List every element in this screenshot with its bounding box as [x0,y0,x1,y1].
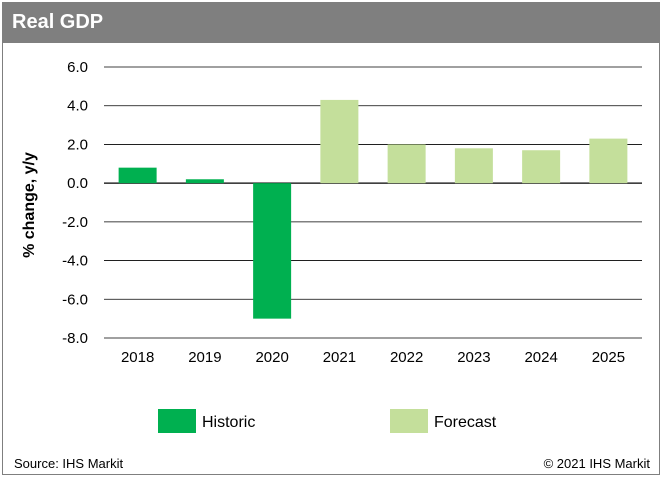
x-tick-label: 2023 [457,349,490,366]
x-tick-label: 2021 [323,349,356,366]
y-tick-label: -8.0 [62,330,88,347]
chart-title: Real GDP [12,11,104,33]
chart-frame [2,2,660,475]
y-axis-label: % change, y/y [21,152,38,258]
legend-swatch-forecast [390,409,428,433]
legend-swatch-historic [158,409,196,433]
y-tick-label: 0.0 [67,175,88,192]
legend-label-historic: Historic [202,414,255,431]
bar-2024 [522,150,561,184]
x-tick-label: 2020 [255,349,288,366]
y-tick-label: 2.0 [67,136,88,153]
y-tick-label: -2.0 [62,214,88,231]
y-tick-label: -6.0 [62,291,88,308]
y-tick-label: 4.0 [67,98,88,115]
bar-2025 [589,138,628,184]
y-tick-label: -4.0 [62,253,88,270]
y-tick-label: 6.0 [67,59,88,76]
x-tick-label: 2018 [121,349,154,366]
bar-2019 [185,179,224,184]
x-tick-label: 2022 [390,349,423,366]
copyright-note: © 2021 IHS Markit [543,456,650,471]
bar-2018 [118,167,157,184]
x-tick-label: 2019 [188,349,221,366]
bar-2023 [454,148,493,184]
legend-label-forecast: Forecast [434,414,497,431]
y-tick-labels: 6.0 4.0 2.0 0.0 -2.0 -4.0 -6.0 -8.0 [62,59,88,347]
bars [118,99,628,319]
bar-2021 [320,99,359,184]
legend: Historic Forecast [158,409,497,433]
gridlines [104,66,642,339]
chart-title-bar: Real GDP [2,2,660,43]
bar-2022 [387,144,426,184]
x-tick-labels: 2018 2019 2020 2021 2022 2023 2024 2025 [121,349,625,366]
x-tick-label: 2024 [524,349,557,366]
source-note: Source: IHS Markit [14,456,124,471]
bar-2020 [253,183,292,319]
x-tick-label: 2025 [592,349,625,366]
